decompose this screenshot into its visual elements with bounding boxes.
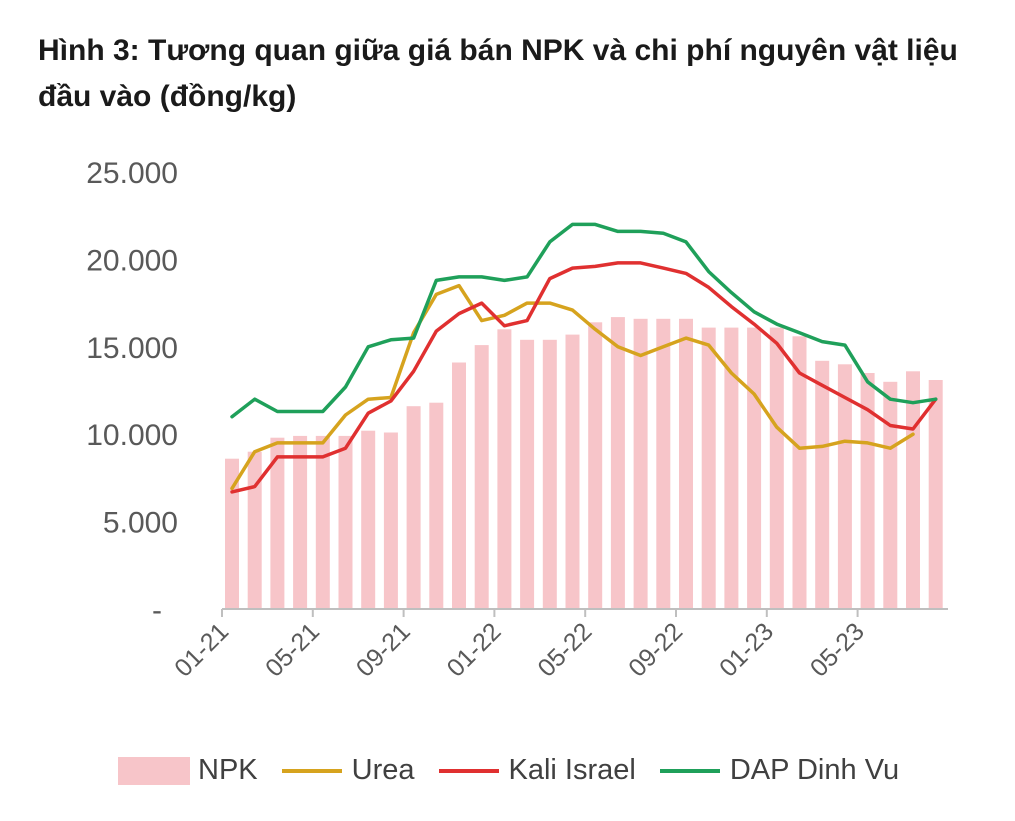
y-tick-label: 10.000 — [86, 419, 178, 452]
npk-bar — [247, 451, 262, 609]
npk-bar — [815, 360, 830, 609]
npk-bar — [565, 334, 580, 609]
y-tick-label: 5.000 — [103, 507, 178, 540]
npk-bar — [588, 322, 603, 609]
npk-bar — [928, 380, 943, 609]
npk-bar — [837, 364, 852, 609]
legend-label-dap-dinh-vu: DAP Dinh Vu — [729, 754, 900, 786]
npk-bar — [338, 435, 353, 609]
npk-bar — [701, 327, 716, 609]
npk-bar — [769, 327, 784, 609]
npk-bar — [497, 329, 512, 609]
x-tick-label: 01-23 — [714, 617, 779, 682]
npk-bar — [633, 318, 648, 609]
legend-swatch-urea — [281, 768, 342, 773]
legend-label-kali-israel: Kali Israel — [508, 754, 636, 786]
x-tick-label: 05-22 — [532, 617, 597, 682]
legend-swatch-dap-dinh-vu — [659, 768, 720, 773]
npk-bar — [270, 437, 285, 609]
npk-bar — [474, 345, 489, 609]
y-tick-label: - — [152, 594, 162, 627]
y-axis-ticks: - 5.000 10.000 15.000 20.000 25.000 — [86, 157, 178, 627]
npk-bar — [293, 435, 308, 609]
npk-bar — [542, 339, 557, 609]
npk-bar — [906, 371, 920, 609]
legend-swatch-npk — [118, 756, 190, 785]
legend-swatch-kali-israel — [438, 768, 499, 773]
series-lines — [230, 222, 938, 494]
npk-bars — [225, 317, 943, 609]
legend-label-urea: Urea — [351, 754, 415, 786]
legend-label-npk: NPK — [198, 754, 258, 786]
legend-item-dap-dinh-vu: DAP Dinh Vu — [659, 754, 900, 787]
npk-bar — [406, 406, 421, 609]
x-tick-label: 05-23 — [805, 617, 870, 682]
legend: NPK Urea Kali Israel DAP Dinh Vu — [118, 754, 923, 787]
npk-bar — [792, 336, 807, 609]
y-tick-label: 15.000 — [86, 332, 178, 365]
npk-bar — [520, 339, 535, 609]
npk-bar — [747, 327, 762, 609]
series-line-dap-dinh-vu — [230, 222, 938, 419]
npk-bar — [452, 362, 466, 609]
npk-bar — [860, 373, 875, 609]
npk-bar — [883, 381, 898, 609]
series-line-kali-israel — [230, 261, 938, 494]
npk-bar — [383, 432, 398, 609]
series-line-urea — [230, 283, 915, 491]
legend-item-kali-israel: Kali Israel — [438, 754, 636, 787]
x-tick-label: 05-21 — [260, 617, 325, 682]
chart-title: Hình 3: Tương quan giữa giá bán NPK và c… — [38, 34, 958, 113]
npk-bar — [225, 458, 239, 609]
npk-bar — [429, 402, 444, 609]
npk-bar — [679, 318, 693, 609]
legend-item-urea: Urea — [281, 754, 415, 787]
y-tick-label: 20.000 — [86, 244, 178, 277]
x-tick-label: 09-21 — [351, 617, 416, 682]
x-axis-ticks: 01-21 05-21 09-21 01-22 05-22 09-22 01-23 05-23 — [169, 609, 870, 682]
legend-item-npk: NPK — [118, 754, 258, 787]
npk-bar — [361, 430, 376, 609]
npk-bar — [315, 435, 330, 609]
y-tick-label: 25.000 — [86, 157, 178, 190]
x-tick-label: 01-22 — [442, 617, 507, 682]
npk-bar — [656, 318, 671, 609]
x-tick-label: 01-21 — [169, 617, 234, 682]
x-tick-label: 09-22 — [623, 617, 688, 682]
npk-bar — [724, 327, 739, 609]
npk-bar — [610, 317, 625, 609]
